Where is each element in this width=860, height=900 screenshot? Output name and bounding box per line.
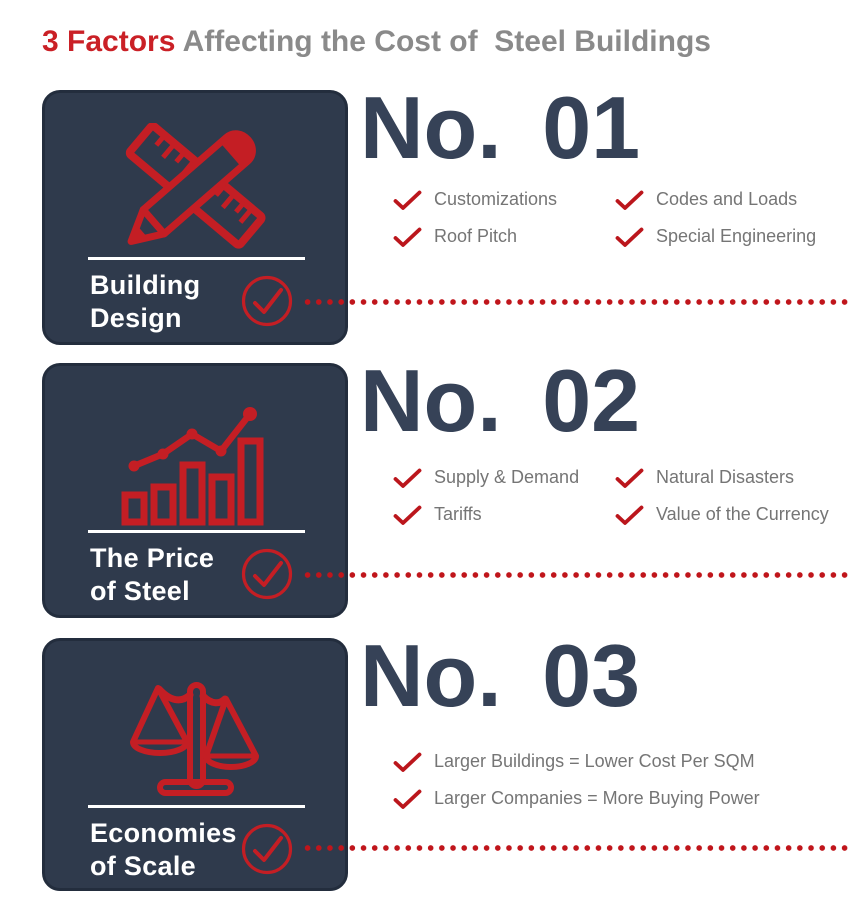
card-label-line1: Economies — [90, 818, 237, 848]
check-icon — [393, 468, 422, 488]
section-items: Customizations Codes and Loads Roof Pitc… — [393, 189, 858, 248]
card-label: The Price of Steel — [90, 542, 214, 608]
list-item: Tariffs — [393, 504, 615, 526]
card-label-line1: Building — [90, 270, 201, 300]
list-item: Natural Disasters — [615, 467, 858, 489]
card-building-design: Building Design — [42, 90, 348, 345]
section-items: Supply & Demand Natural Disasters Tariff… — [393, 467, 858, 526]
dotted-leader-line — [302, 843, 848, 853]
list-item: Larger Companies = More Buying Power — [393, 788, 858, 810]
list-item: Special Engineering — [615, 226, 858, 248]
check-icon — [615, 505, 644, 525]
dotted-leader-line — [302, 570, 848, 580]
check-icon — [615, 227, 644, 247]
list-item-label: Special Engineering — [656, 226, 817, 246]
circle-check-icon — [241, 275, 293, 327]
list-item: Value of the Currency — [615, 504, 858, 526]
list-item: Larger Buildings = Lower Cost Per SQM — [393, 751, 858, 773]
check-icon — [393, 789, 422, 809]
check-icon — [393, 752, 422, 772]
check-icon — [615, 190, 644, 210]
list-item-label: Larger Companies = More Buying Power — [434, 788, 760, 808]
card-label-line1: The Price — [90, 543, 215, 573]
card-price-of-steel: The Price of Steel — [42, 363, 348, 618]
card-label: Building Design — [90, 269, 200, 335]
list-item: Customizations — [393, 189, 615, 211]
card-divider — [88, 805, 305, 808]
list-item: Roof Pitch — [393, 226, 615, 248]
card-divider — [88, 257, 305, 260]
circle-check-icon — [241, 548, 293, 600]
list-item-label: Supply & Demand — [434, 467, 580, 487]
section-number: No. 02 — [360, 351, 641, 450]
list-item-label: Natural Disasters — [656, 467, 795, 487]
list-item-label: Roof Pitch — [434, 226, 518, 246]
list-item-label: Codes and Loads — [656, 189, 798, 209]
dotted-leader-line — [302, 297, 848, 307]
list-item: Supply & Demand — [393, 467, 615, 489]
circle-check-icon — [241, 823, 293, 875]
card-label-line2: of Scale — [90, 851, 196, 881]
pencil-ruler-icon — [125, 123, 266, 249]
list-item-label: Customizations — [434, 189, 558, 209]
page-title: 3 Factors Affecting the Cost of Steel Bu… — [42, 25, 711, 59]
check-icon — [393, 505, 422, 525]
card-economies-of-scale: Economies of Scale — [42, 638, 348, 891]
section-number: No. 01 — [360, 78, 641, 177]
list-item-label: Tariffs — [434, 504, 482, 524]
card-label-line2: Design — [90, 303, 182, 333]
list-item: Codes and Loads — [615, 189, 858, 211]
balance-scale-icon — [130, 682, 259, 796]
list-item-label: Value of the Currency — [656, 504, 829, 524]
trend-bar-chart-icon — [121, 407, 264, 526]
check-icon — [393, 190, 422, 210]
card-label: Economies of Scale — [90, 817, 237, 883]
list-item-label: Larger Buildings = Lower Cost Per SQM — [434, 751, 755, 771]
section-number: No. 03 — [360, 626, 641, 725]
check-icon — [615, 468, 644, 488]
card-label-line2: of Steel — [90, 576, 190, 606]
title-highlight: 3 Factors — [42, 25, 176, 58]
title-rest: Affecting the Cost of Steel Buildings — [175, 25, 711, 58]
check-icon — [393, 227, 422, 247]
card-divider — [88, 530, 305, 533]
section-items: Larger Buildings = Lower Cost Per SQM La… — [393, 751, 858, 810]
